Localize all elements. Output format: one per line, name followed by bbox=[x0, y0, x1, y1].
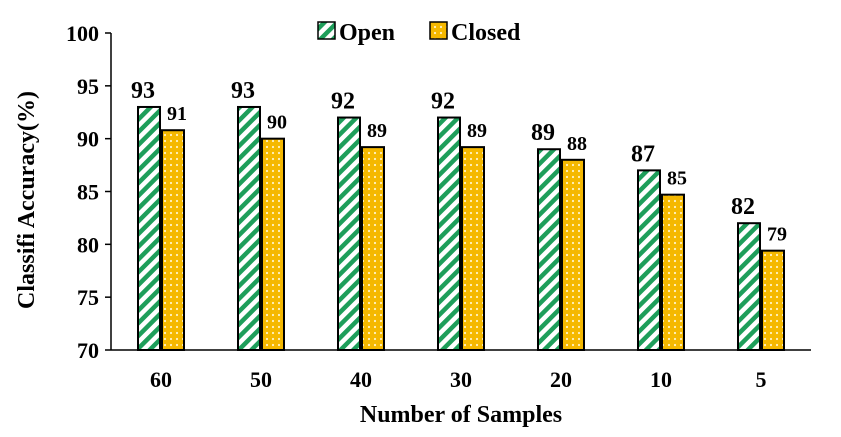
legend-swatch-closed bbox=[429, 21, 448, 40]
bar-label-open: 93 bbox=[131, 78, 155, 104]
bar-label-open: 93 bbox=[231, 78, 255, 104]
bar-closed bbox=[361, 146, 385, 351]
y-tick-label: 95 bbox=[77, 74, 99, 99]
x-tick-label: 50 bbox=[250, 367, 272, 392]
bar-open bbox=[737, 222, 761, 351]
bar-closed bbox=[561, 158, 585, 351]
bar-label-closed: 85 bbox=[667, 168, 687, 190]
bar-label-open: 92 bbox=[431, 89, 455, 115]
bar-label-closed: 79 bbox=[767, 224, 787, 246]
bar-label-open: 89 bbox=[531, 120, 555, 146]
bar-label-closed: 88 bbox=[567, 133, 587, 155]
bars bbox=[137, 105, 785, 352]
y-tick-label: 100 bbox=[66, 21, 99, 46]
y-axis: 70 75 80 85 90 95 100 bbox=[66, 21, 112, 363]
bar-open bbox=[637, 169, 661, 351]
legend-swatch-open bbox=[317, 21, 336, 40]
bar-closed bbox=[661, 193, 685, 351]
bar-label-closed: 89 bbox=[467, 120, 487, 142]
x-axis-title: Number of Samples bbox=[360, 402, 562, 428]
bar-open bbox=[137, 105, 161, 352]
bar-open bbox=[337, 116, 361, 351]
y-tick-label: 70 bbox=[77, 338, 99, 363]
legend-label-open: Open bbox=[339, 20, 395, 46]
x-tick-label: 20 bbox=[550, 367, 572, 392]
y-tick-label: 80 bbox=[77, 232, 99, 257]
bar-label-closed: 90 bbox=[267, 112, 287, 134]
bar-label-open: 92 bbox=[331, 89, 355, 115]
x-tick-label: 5 bbox=[756, 367, 767, 392]
bar-label-closed: 91 bbox=[167, 103, 187, 125]
bar-label-closed: 89 bbox=[367, 120, 387, 142]
x-tick-label: 60 bbox=[150, 367, 172, 392]
bar-label-open: 87 bbox=[631, 141, 655, 167]
legend: Open Closed bbox=[317, 20, 521, 46]
x-tick-label: 10 bbox=[650, 367, 672, 392]
x-tick-label: 40 bbox=[350, 367, 372, 392]
y-tick-label: 90 bbox=[77, 127, 99, 152]
y-tick-label: 85 bbox=[77, 180, 99, 205]
bar-open bbox=[237, 105, 261, 352]
legend-label-closed: Closed bbox=[451, 20, 521, 46]
y-axis-title: Classifi Accuracy(%) bbox=[14, 91, 40, 309]
bar-open bbox=[437, 116, 461, 351]
bar-closed bbox=[161, 129, 185, 351]
bar-closed bbox=[461, 146, 485, 351]
bar-open bbox=[537, 148, 561, 351]
bar-label-open: 82 bbox=[731, 194, 755, 220]
bar-labels: 93 91 93 90 92 89 92 89 89 88 87 85 82 79 bbox=[131, 78, 787, 246]
y-tick-label: 75 bbox=[77, 285, 99, 310]
bar-closed bbox=[261, 137, 285, 351]
x-tick-label: 30 bbox=[450, 367, 472, 392]
x-axis: 60 50 40 30 20 10 5 bbox=[111, 349, 811, 392]
bar-closed bbox=[761, 249, 785, 352]
